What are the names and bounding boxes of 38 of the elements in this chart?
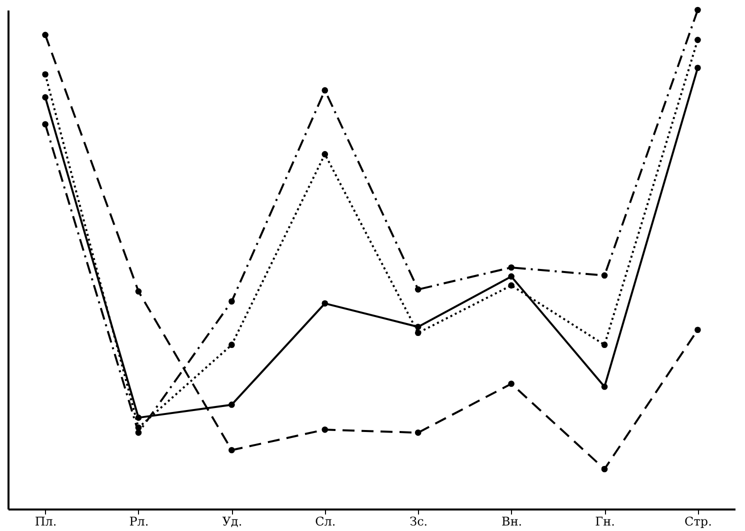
point xyxy=(42,32,48,38)
point xyxy=(42,94,48,100)
x-tick-label: Сл. xyxy=(315,514,336,528)
point xyxy=(322,300,328,307)
x-tick-label: Стр. xyxy=(684,514,712,528)
point xyxy=(322,426,328,433)
x-tick-label: Зс. xyxy=(410,514,428,528)
point xyxy=(42,71,48,78)
point xyxy=(694,64,701,72)
point xyxy=(508,282,514,289)
x-tick-label: Рл. xyxy=(129,514,149,528)
point xyxy=(322,87,328,94)
point xyxy=(135,429,142,436)
point xyxy=(694,326,701,334)
x-tick-label: Вн. xyxy=(501,514,522,528)
point xyxy=(508,380,514,387)
point xyxy=(601,342,608,348)
point xyxy=(694,36,701,44)
point xyxy=(322,151,328,158)
point xyxy=(414,330,422,336)
point xyxy=(228,402,235,408)
point xyxy=(135,288,142,295)
point xyxy=(601,466,608,472)
x-tick-label: Гн. xyxy=(595,514,615,528)
point xyxy=(414,429,422,436)
point xyxy=(414,286,422,293)
x-tick-label: Пл. xyxy=(34,514,57,528)
x-tick-label: Уд. xyxy=(222,514,242,528)
point xyxy=(508,264,514,271)
point xyxy=(228,298,235,305)
point xyxy=(228,342,235,348)
point xyxy=(42,121,48,128)
point xyxy=(508,273,514,280)
point xyxy=(694,6,701,14)
point xyxy=(601,272,608,279)
point xyxy=(228,446,235,454)
point xyxy=(601,384,608,390)
point xyxy=(414,324,422,330)
